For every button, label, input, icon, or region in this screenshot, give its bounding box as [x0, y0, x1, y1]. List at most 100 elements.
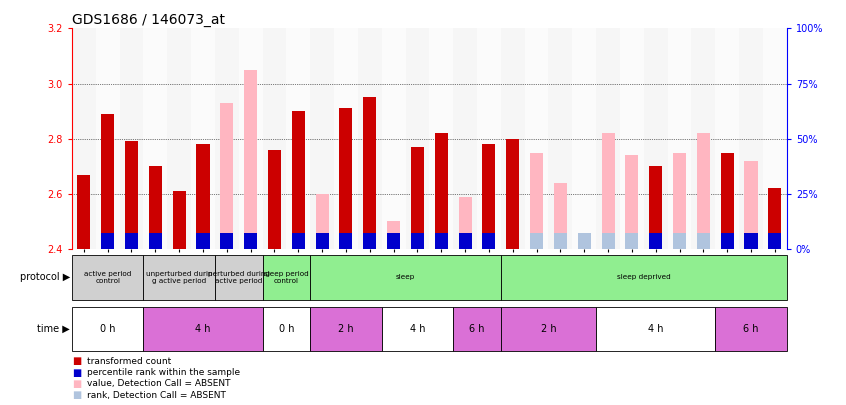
Bar: [220, 232, 233, 249]
Bar: [453, 307, 501, 351]
Bar: [215, 28, 239, 249]
Text: 6 h: 6 h: [470, 324, 485, 334]
Bar: [173, 232, 185, 249]
Bar: [525, 28, 548, 249]
Bar: [292, 232, 305, 249]
Bar: [602, 232, 614, 249]
Bar: [239, 28, 262, 249]
Bar: [697, 232, 710, 249]
Text: 4 h: 4 h: [648, 324, 663, 334]
Text: percentile rank within the sample: percentile rank within the sample: [87, 368, 240, 377]
Bar: [768, 188, 782, 249]
Text: ■: ■: [72, 379, 81, 389]
Bar: [554, 183, 567, 249]
Bar: [744, 232, 757, 249]
Bar: [125, 232, 138, 249]
Bar: [477, 28, 501, 249]
Bar: [77, 232, 91, 249]
Bar: [506, 139, 519, 249]
Bar: [482, 232, 496, 249]
Text: protocol ▶: protocol ▶: [20, 273, 70, 282]
Text: time ▶: time ▶: [37, 324, 70, 334]
Bar: [339, 109, 353, 249]
Bar: [459, 197, 471, 249]
Bar: [173, 191, 185, 249]
Bar: [125, 141, 138, 249]
Bar: [363, 232, 376, 249]
Bar: [310, 28, 334, 249]
Text: 4 h: 4 h: [195, 324, 211, 334]
Text: sleep deprived: sleep deprived: [617, 275, 671, 280]
Bar: [292, 111, 305, 249]
Bar: [530, 232, 543, 249]
Bar: [244, 232, 257, 249]
Text: transformed count: transformed count: [87, 357, 172, 366]
Text: sleep period
control: sleep period control: [264, 271, 309, 284]
Bar: [459, 232, 471, 249]
Bar: [262, 28, 286, 249]
Bar: [739, 28, 763, 249]
Bar: [501, 28, 525, 249]
Text: sleep: sleep: [396, 275, 415, 280]
Bar: [697, 133, 710, 249]
Bar: [548, 28, 573, 249]
Text: ■: ■: [72, 356, 81, 366]
Bar: [143, 28, 168, 249]
Text: 0 h: 0 h: [100, 324, 115, 334]
Bar: [620, 28, 644, 249]
Text: GDS1686 / 146073_at: GDS1686 / 146073_at: [72, 13, 225, 27]
Bar: [691, 28, 715, 249]
Bar: [649, 166, 662, 249]
Bar: [602, 133, 614, 249]
Bar: [196, 144, 210, 249]
Bar: [435, 232, 448, 249]
Text: ■: ■: [72, 368, 81, 377]
Bar: [310, 255, 501, 300]
Bar: [220, 103, 233, 249]
Text: 2 h: 2 h: [541, 324, 557, 334]
Bar: [387, 232, 400, 249]
Bar: [382, 307, 453, 351]
Bar: [363, 97, 376, 249]
Bar: [506, 232, 519, 249]
Bar: [72, 255, 144, 300]
Bar: [77, 175, 91, 249]
Bar: [168, 28, 191, 249]
Bar: [411, 147, 424, 249]
Bar: [102, 232, 114, 249]
Bar: [482, 144, 496, 249]
Bar: [387, 222, 400, 249]
Bar: [554, 232, 567, 249]
Bar: [435, 133, 448, 249]
Text: ■: ■: [72, 390, 81, 400]
Bar: [530, 153, 543, 249]
Bar: [625, 232, 639, 249]
Bar: [310, 307, 382, 351]
Bar: [358, 28, 382, 249]
Text: rank, Detection Call = ABSENT: rank, Detection Call = ABSENT: [87, 391, 226, 400]
Text: unperturbed durin
g active period: unperturbed durin g active period: [146, 271, 212, 284]
Bar: [286, 28, 310, 249]
Text: value, Detection Call = ABSENT: value, Detection Call = ABSENT: [87, 379, 231, 388]
Bar: [721, 153, 733, 249]
Bar: [405, 28, 430, 249]
Bar: [268, 150, 281, 249]
Bar: [96, 28, 119, 249]
Bar: [191, 28, 215, 249]
Bar: [144, 307, 262, 351]
Bar: [411, 232, 424, 249]
Bar: [196, 232, 210, 249]
Bar: [649, 232, 662, 249]
Bar: [149, 232, 162, 249]
Bar: [673, 153, 686, 249]
Text: perturbed during
active period: perturbed during active period: [208, 271, 270, 284]
Bar: [578, 238, 591, 249]
Bar: [744, 161, 757, 249]
Bar: [715, 28, 739, 249]
Bar: [763, 28, 787, 249]
Bar: [453, 28, 477, 249]
Bar: [268, 232, 281, 249]
Bar: [596, 307, 716, 351]
Bar: [215, 255, 262, 300]
Bar: [644, 28, 667, 249]
